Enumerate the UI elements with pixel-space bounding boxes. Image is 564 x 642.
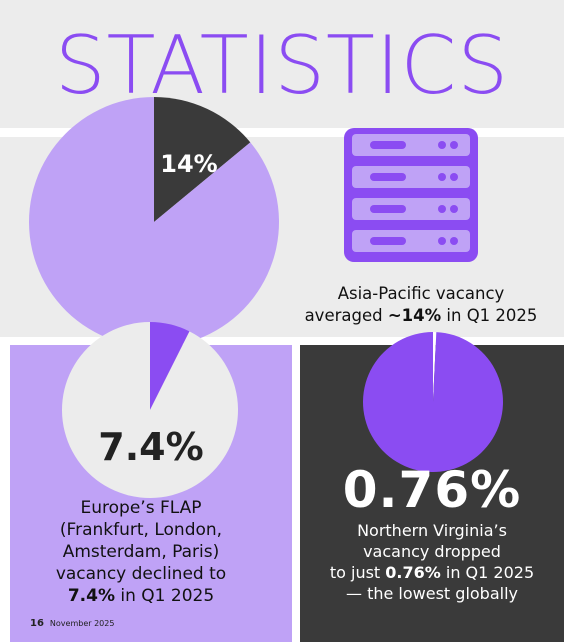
nova-caption-prefix: to just [329,563,386,582]
nova-caption-line1: Northern Virginia’s [357,521,507,540]
europe-caption-suffix: in Q1 2025 [114,586,215,606]
europe-caption-line1: Europe’s FLAP [80,498,202,518]
page-footer: 16 November 2025 [30,618,114,629]
asia-caption-prefix: averaged [304,306,388,325]
nova-caption-suffix: in Q1 2025 [440,563,535,582]
title-band: STATISTICS [0,0,564,128]
footer-date: November 2025 [49,619,115,628]
europe-caption-line4: vacancy declined to [55,564,227,584]
europe-caption-line3: Amsterdam, Paris) [62,542,220,562]
asia-caption-line1: Asia-Pacific vacancy [337,284,505,303]
europe-caption-line2: (Frankfurt, London, [59,520,223,540]
nova-caption-line2: vacancy dropped [363,542,501,561]
nova-caption-value: 0.76% [385,563,441,582]
europe-caption-value: 7.4% [67,586,115,606]
asia-caption-value: ~14% [387,306,442,325]
northern-virginia-caption: Northern Virginia’s vacancy dropped to j… [300,520,564,604]
europe-caption: Europe’s FLAP (Frankfurt, London, Amster… [0,497,282,607]
page-title: STATISTICS [54,19,510,112]
nova-caption-line4: — the lowest globally [346,584,518,603]
server-rack-icon [344,128,478,262]
europe-big-value: 7.4% [98,425,204,469]
asia-caption-suffix: in Q1 2025 [441,306,538,325]
asia-pacific-caption: Asia-Pacific vacancy averaged ~14% in Q1… [283,283,559,327]
page-number: 16 [30,618,44,629]
northern-virginia-big-value: 0.76% [342,461,522,519]
